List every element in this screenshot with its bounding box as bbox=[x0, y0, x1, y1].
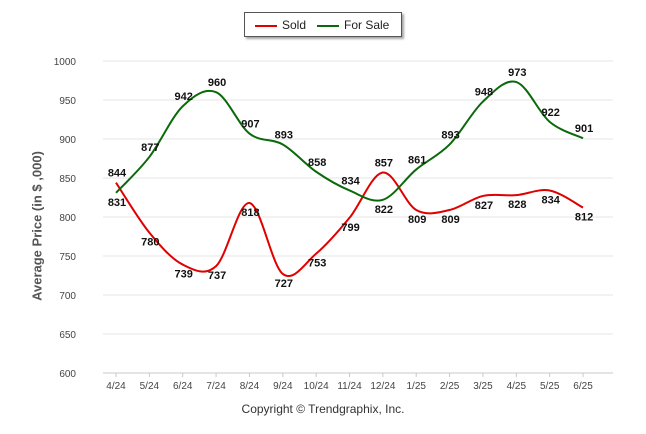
data-label-for-sale: 907 bbox=[241, 119, 259, 131]
legend-label-for-sale: For Sale bbox=[344, 18, 390, 32]
x-tick-label: 10/24 bbox=[304, 381, 329, 392]
data-label-for-sale: 960 bbox=[208, 77, 226, 89]
x-tick-label: 5/25 bbox=[540, 381, 560, 392]
legend-item-for-sale[interactable]: For Sale bbox=[317, 18, 389, 32]
legend: Sold For Sale bbox=[244, 12, 402, 37]
data-label-for-sale: 942 bbox=[175, 91, 193, 103]
data-label-for-sale: 893 bbox=[275, 129, 293, 141]
data-label-sold: 809 bbox=[441, 214, 459, 226]
data-label-sold: 809 bbox=[408, 214, 426, 226]
x-tick-label: 2/25 bbox=[440, 381, 460, 392]
data-label-for-sale: 973 bbox=[508, 67, 526, 79]
x-tick-label: 3/25 bbox=[473, 381, 493, 392]
legend-swatch-for-sale bbox=[317, 24, 339, 27]
legend-label-sold: Sold bbox=[282, 18, 307, 32]
y-tick-label: 950 bbox=[59, 96, 76, 107]
x-tick-label: 5/24 bbox=[140, 381, 160, 392]
data-label-sold: 818 bbox=[241, 207, 259, 219]
data-label-sold: 834 bbox=[542, 194, 561, 206]
data-label-for-sale: 893 bbox=[441, 129, 459, 141]
x-tick-label: 4/24 bbox=[106, 381, 126, 392]
data-label-sold: 828 bbox=[508, 199, 526, 211]
x-tick-label: 11/24 bbox=[337, 381, 362, 392]
data-label-for-sale: 834 bbox=[341, 175, 360, 187]
y-tick-label: 850 bbox=[59, 174, 76, 185]
legend-item-sold[interactable]: Sold bbox=[255, 18, 306, 32]
data-label-for-sale: 877 bbox=[141, 142, 159, 154]
y-tick-label: 650 bbox=[59, 330, 76, 341]
data-label-for-sale: 858 bbox=[308, 157, 326, 169]
legend-swatch-sold bbox=[255, 24, 277, 27]
data-label-sold: 737 bbox=[208, 270, 226, 282]
data-label-sold: 857 bbox=[375, 158, 393, 170]
data-label-sold: 739 bbox=[175, 269, 193, 281]
data-label-sold: 753 bbox=[308, 258, 326, 270]
copyright-text: Copyright © Trendgraphix, Inc. bbox=[241, 402, 405, 416]
data-label-sold: 812 bbox=[575, 212, 593, 224]
data-label-for-sale: 922 bbox=[542, 107, 560, 119]
data-label-for-sale: 948 bbox=[475, 87, 493, 99]
y-tick-label: 700 bbox=[59, 291, 76, 302]
data-label-sold: 827 bbox=[475, 200, 493, 212]
series-lines bbox=[115, 80, 584, 277]
data-label-sold: 727 bbox=[275, 278, 293, 290]
x-axis: 4/24 5/24 6/24 7/24 8/24 9/24 10/24 11/24 12/24 1… bbox=[106, 373, 593, 392]
y-tick-label: 1000 bbox=[54, 57, 77, 68]
x-tick-label: 12/24 bbox=[370, 381, 395, 392]
x-tick-label: 1/25 bbox=[407, 381, 427, 392]
data-label-for-sale: 831 bbox=[108, 197, 126, 209]
data-label-sold: 844 bbox=[108, 168, 127, 180]
data-label-sold: 780 bbox=[141, 237, 159, 249]
y-tick-label: 800 bbox=[59, 213, 76, 224]
data-label-sold: 799 bbox=[341, 222, 359, 234]
data-label-for-sale: 861 bbox=[408, 154, 426, 166]
x-tick-label: 7/24 bbox=[206, 381, 226, 392]
series-line-sold bbox=[115, 171, 584, 277]
x-tick-label: 8/24 bbox=[240, 381, 260, 392]
y-axis-label: Average Price (in $ ,000) bbox=[29, 151, 45, 301]
data-label-for-sale: 901 bbox=[575, 123, 593, 135]
grid-lines bbox=[103, 60, 613, 374]
data-label-for-sale: 822 bbox=[375, 204, 393, 216]
x-tick-label: 9/24 bbox=[273, 381, 293, 392]
y-tick-label: 750 bbox=[59, 252, 76, 263]
x-tick-label: 6/25 bbox=[573, 381, 593, 392]
series-line-for-sale bbox=[115, 80, 584, 202]
y-tick-label: 600 bbox=[59, 369, 76, 380]
y-axis-ticks: 600 650 700 750 800 850 900 950 1000 bbox=[54, 57, 77, 380]
x-tick-label: 4/25 bbox=[507, 381, 527, 392]
y-tick-label: 900 bbox=[59, 135, 76, 146]
x-tick-label: 6/24 bbox=[173, 381, 193, 392]
data-labels: 844 780 739 737 818 727 753 799 857 809 809 827 828 8… bbox=[108, 67, 593, 290]
